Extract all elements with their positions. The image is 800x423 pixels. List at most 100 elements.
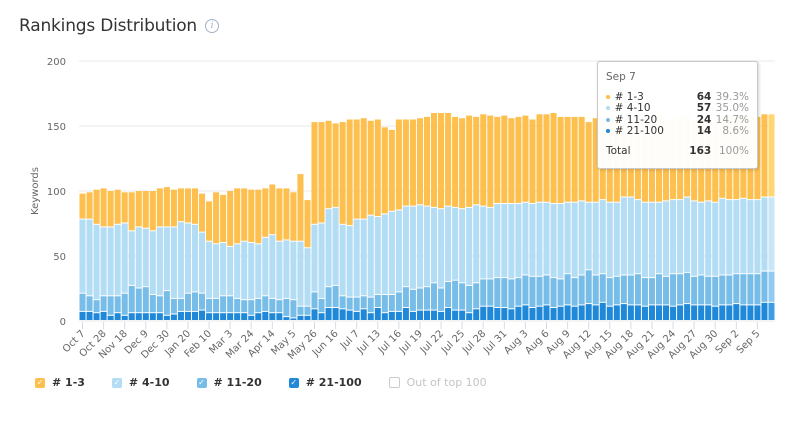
bar-stack bbox=[543, 114, 550, 320]
bar-segment bbox=[761, 197, 768, 271]
bar-stack bbox=[346, 119, 353, 320]
bar-segment bbox=[367, 313, 374, 320]
bar-segment bbox=[220, 243, 227, 296]
bar-segment bbox=[719, 275, 726, 305]
checkbox-icon[interactable]: ✓ bbox=[196, 377, 207, 388]
bar-segment bbox=[677, 200, 684, 274]
legend-item-top10[interactable]: ✓ # 4-10 bbox=[111, 376, 170, 389]
bar-stack bbox=[536, 114, 543, 320]
bar-segment bbox=[733, 200, 740, 274]
bar-segment bbox=[613, 202, 620, 276]
bar-segment bbox=[241, 300, 248, 313]
bar-segment bbox=[262, 311, 269, 320]
bar-segment bbox=[719, 198, 726, 275]
bar-segment bbox=[613, 305, 620, 320]
bar-segment bbox=[698, 202, 705, 275]
bar-segment bbox=[388, 129, 395, 211]
bar-segment bbox=[163, 227, 170, 291]
bar-segment bbox=[191, 188, 199, 224]
bar-stack bbox=[304, 200, 311, 320]
bar-segment bbox=[585, 304, 592, 320]
legend: ✓ # 1-3 ✓ # 4-10 ✓ # 11-20 ✓ # 21-100 Out of… bbox=[35, 376, 514, 389]
bar-segment bbox=[114, 224, 121, 296]
bar-segment bbox=[754, 305, 761, 320]
bar-segment bbox=[627, 305, 634, 320]
series-dot-icon bbox=[606, 106, 610, 111]
bar-segment bbox=[627, 275, 634, 305]
info-icon[interactable]: i bbox=[205, 19, 220, 33]
bar-segment bbox=[501, 115, 508, 203]
bar-segment bbox=[395, 311, 402, 320]
tooltip-series-name: # 1-3 bbox=[614, 90, 644, 103]
bar-segment bbox=[177, 298, 184, 311]
bar-segment bbox=[578, 275, 585, 305]
bar-segment bbox=[93, 300, 100, 313]
legend-item-top3[interactable]: ✓ # 1-3 bbox=[35, 376, 85, 389]
bar-segment bbox=[515, 278, 522, 306]
bar-segment bbox=[712, 202, 719, 276]
bar-segment bbox=[627, 197, 634, 275]
bar-segment bbox=[564, 305, 571, 320]
bar-segment bbox=[388, 295, 395, 311]
bar-segment bbox=[452, 280, 459, 310]
bar-segment bbox=[592, 202, 599, 275]
checkbox-icon[interactable]: ✓ bbox=[35, 377, 45, 388]
bar-segment bbox=[234, 313, 241, 320]
bar-stack bbox=[445, 113, 452, 320]
tooltip-percent: 35.0% bbox=[715, 102, 749, 115]
bar-segment bbox=[325, 287, 332, 307]
bar-segment bbox=[135, 288, 142, 313]
bar-segment bbox=[388, 211, 395, 294]
bar-stack bbox=[318, 122, 325, 320]
bar-segment bbox=[156, 313, 163, 320]
bar-segment bbox=[381, 127, 388, 214]
bar-segment bbox=[409, 119, 416, 206]
bar-segment bbox=[156, 188, 163, 227]
bar-segment bbox=[234, 244, 241, 298]
legend-item-top20[interactable]: ✓ # 11-20 bbox=[196, 376, 262, 389]
bar-segment bbox=[149, 191, 156, 231]
bar-segment bbox=[557, 279, 564, 306]
bar-segment bbox=[170, 314, 177, 320]
bar-segment bbox=[557, 306, 564, 320]
bar-stack bbox=[156, 188, 163, 320]
bar-segment bbox=[564, 116, 571, 202]
legend-item-top100[interactable]: ✓ # 21-100 bbox=[288, 376, 362, 389]
bar-segment bbox=[445, 282, 452, 307]
checkbox-icon[interactable]: ✓ bbox=[111, 377, 122, 388]
bar-segment bbox=[768, 114, 775, 197]
bar-segment bbox=[620, 275, 627, 304]
bar-segment bbox=[431, 113, 438, 207]
bar-segment bbox=[480, 279, 487, 306]
bar-stack bbox=[480, 114, 487, 320]
bar-segment bbox=[107, 315, 114, 320]
bar-segment bbox=[606, 278, 613, 306]
bar-segment bbox=[213, 244, 220, 298]
bar-segment bbox=[213, 313, 220, 320]
bar-stack bbox=[269, 184, 276, 320]
legend-item-out-of-top100[interactable]: Out of top 100 bbox=[388, 376, 487, 389]
bar-segment bbox=[698, 275, 705, 305]
bar-stack bbox=[367, 120, 374, 320]
bar-segment bbox=[374, 308, 381, 320]
bar-segment bbox=[508, 118, 515, 203]
bar-segment bbox=[487, 279, 494, 306]
bar-segment bbox=[726, 275, 733, 305]
bar-segment bbox=[184, 311, 191, 320]
bar-segment bbox=[142, 191, 149, 228]
bar-segment bbox=[459, 118, 466, 209]
checkbox-icon[interactable] bbox=[388, 377, 400, 388]
bar-segment bbox=[536, 276, 543, 306]
checkbox-icon[interactable]: ✓ bbox=[288, 377, 299, 388]
bar-segment bbox=[220, 194, 227, 242]
bar-stack bbox=[262, 188, 269, 320]
bar-segment bbox=[86, 219, 93, 296]
bar-segment bbox=[585, 202, 592, 270]
bar-segment bbox=[606, 306, 613, 320]
bar-stack bbox=[86, 192, 93, 320]
bar-segment bbox=[100, 311, 107, 320]
bar-segment bbox=[416, 288, 423, 310]
bar-segment bbox=[367, 215, 374, 297]
bar-segment bbox=[170, 227, 177, 298]
bar-stack bbox=[360, 118, 367, 320]
